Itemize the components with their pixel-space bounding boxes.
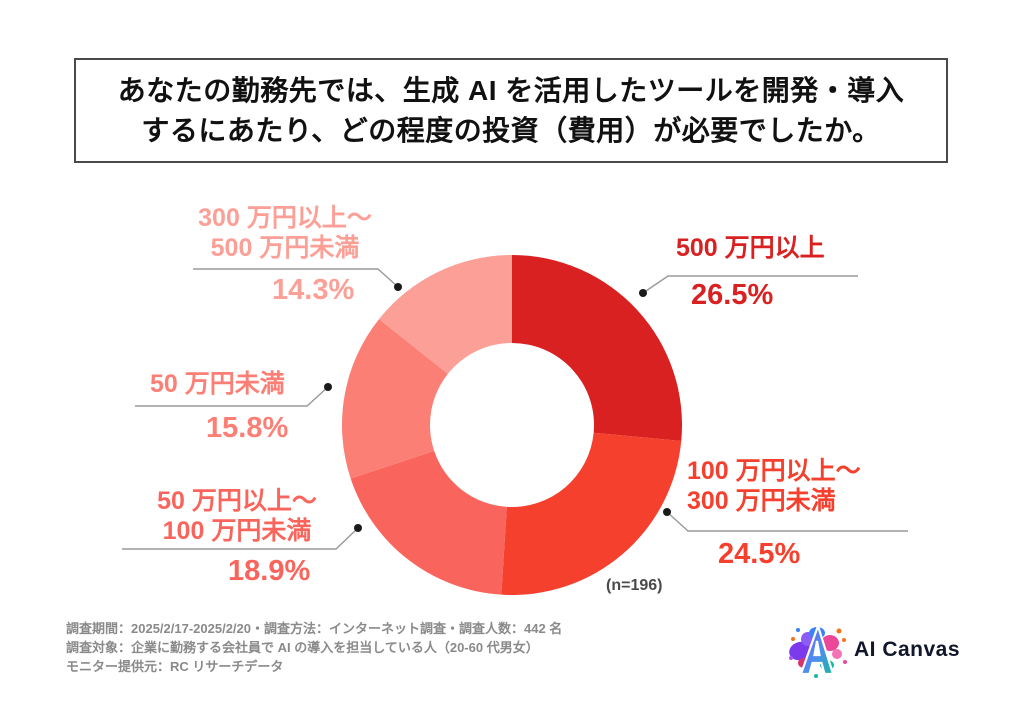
brand-logo: AI Canvas (786, 616, 960, 684)
label-500k-1m-line2: 100 万円未満 (162, 517, 312, 545)
label-under-500k: 50 万円未満 (150, 370, 285, 398)
donut-segment-4 (378, 255, 512, 374)
label-3m-5m-line2: 500 万円未満 (210, 234, 360, 262)
label-3m-5m: 300 万円以上〜 500 万円未満 (185, 203, 385, 263)
survey-footnote: 調査期間：2025/2/17-2025/2/20・調査方法：インターネット調査・… (66, 619, 562, 676)
survey-question-box: あなたの勤務先では、生成 AI を活用したツールを開発・導入 するにあたり、どの… (74, 58, 948, 163)
pct-under-500k: 15.8% (206, 412, 289, 444)
label-1m-3m-line2: 300 万円未満 (687, 487, 836, 515)
label-3m-5m-line1: 300 万円以上〜 (198, 204, 372, 232)
survey-question-line-1: あなたの勤務先では、生成 AI を活用したツールを開発・導入 (117, 74, 905, 106)
footnote-line-period: 調査期間：2025/2/17-2025/2/20・調査方法：インターネット調査・… (66, 621, 563, 636)
label-500k-1m-line1: 50 万円以上〜 (157, 487, 317, 515)
donut-chart (341, 255, 683, 595)
pct-1m-3m: 24.5% (718, 538, 801, 570)
letter-a-glyph (799, 622, 835, 676)
pct-over-5m: 26.5% (691, 279, 774, 311)
donut-segment-1 (501, 432, 682, 595)
pct-500k-1m: 18.9% (228, 555, 311, 587)
label-500k-1m: 50 万円以上〜 100 万円未満 (152, 486, 322, 546)
donut-segment-0 (512, 255, 683, 441)
label-1m-3m-line1: 100 万円以上〜 (687, 457, 861, 485)
brand-name: AI Canvas (854, 638, 961, 661)
paint-splash-a-icon (789, 622, 847, 678)
label-1m-3m: 100 万円以上〜 300 万円未満 (687, 456, 861, 516)
label-over-5m: 500 万円以上 (676, 234, 825, 262)
footnote-line-monitor: モニター提供元：RC リサーチデータ (66, 659, 284, 674)
survey-question-line-2: するにあたり、どの程度の投資（費用）が必要でしたか。 (141, 114, 881, 146)
pct-3m-5m: 14.3% (272, 274, 355, 306)
donut-chart-svg (341, 255, 683, 595)
donut-segment-2 (350, 450, 507, 595)
sample-size-note: (n=196) (606, 577, 663, 594)
leader-dot-under-500k (324, 383, 332, 391)
donut-segment-3 (341, 319, 448, 479)
footnote-line-target: 調査対象：企業に勤務する会社員で AI の導入を担当している人（20-60 代男… (66, 640, 539, 655)
